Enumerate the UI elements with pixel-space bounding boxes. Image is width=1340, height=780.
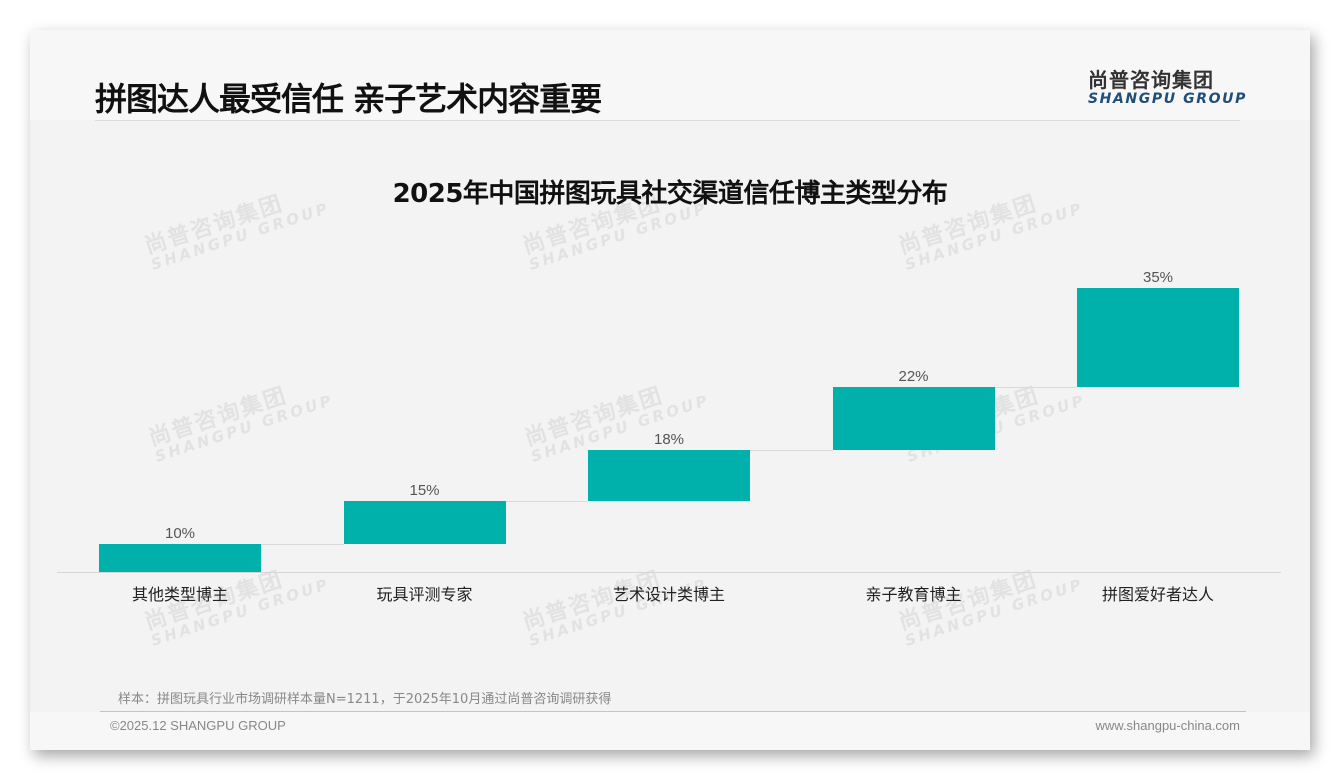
logo-english-text: SHANGPU GROUP — [1088, 91, 1247, 107]
waterfall-connector — [505, 501, 588, 502]
website-link[interactable]: www.shangpu-china.com — [1095, 718, 1240, 733]
header-divider — [95, 120, 1240, 121]
category-label: 玩具评测专家 — [376, 585, 473, 604]
slide: 拼图达人最受信任 亲子艺术内容重要 尚普咨询集团 SHANGPU GROUP 尚… — [30, 30, 1310, 750]
header-band — [30, 30, 1310, 120]
bar-5 — [1077, 288, 1239, 388]
bar-4 — [832, 387, 995, 450]
category-label: 亲子教育博主 — [865, 585, 962, 604]
bar-2 — [343, 501, 506, 544]
x-axis-line — [57, 572, 1281, 573]
sample-footnote: 样本：拼图玩具行业市场调研样本量N=1211，于2025年10月通过尚普咨询调研… — [118, 692, 612, 707]
waterfall-connector — [750, 449, 833, 451]
bar-value-label: 18% — [653, 430, 685, 448]
logo-chinese-text: 尚普咨询集团 — [1088, 68, 1214, 92]
waterfall-connector — [261, 543, 344, 545]
footer-divider — [100, 711, 1246, 712]
category-label: 拼图爱好者达人 — [1101, 585, 1214, 604]
page-title: 拼图达人最受信任 亲子艺术内容重要 — [95, 80, 602, 118]
bar-value-label: 22% — [898, 368, 929, 386]
bar-value-label: 10% — [164, 524, 196, 542]
bar-value-label: 35% — [1142, 269, 1174, 286]
waterfall-connector — [994, 387, 1077, 389]
category-label: 其他类型博主 — [131, 585, 228, 604]
bar-3 — [588, 449, 750, 501]
footer-band — [30, 712, 1310, 750]
company-logo: 尚普咨询集团 SHANGPU GROUP — [1088, 64, 1247, 107]
bar-1 — [99, 543, 261, 572]
copyright-text: ©2025.12 SHANGPU GROUP — [110, 718, 286, 733]
category-label: 艺术设计类博主 — [612, 585, 725, 604]
bar-value-label: 15% — [409, 482, 440, 499]
chart-title: 2025年中国拼图玩具社交渠道信任博主类型分布 — [392, 179, 948, 209]
